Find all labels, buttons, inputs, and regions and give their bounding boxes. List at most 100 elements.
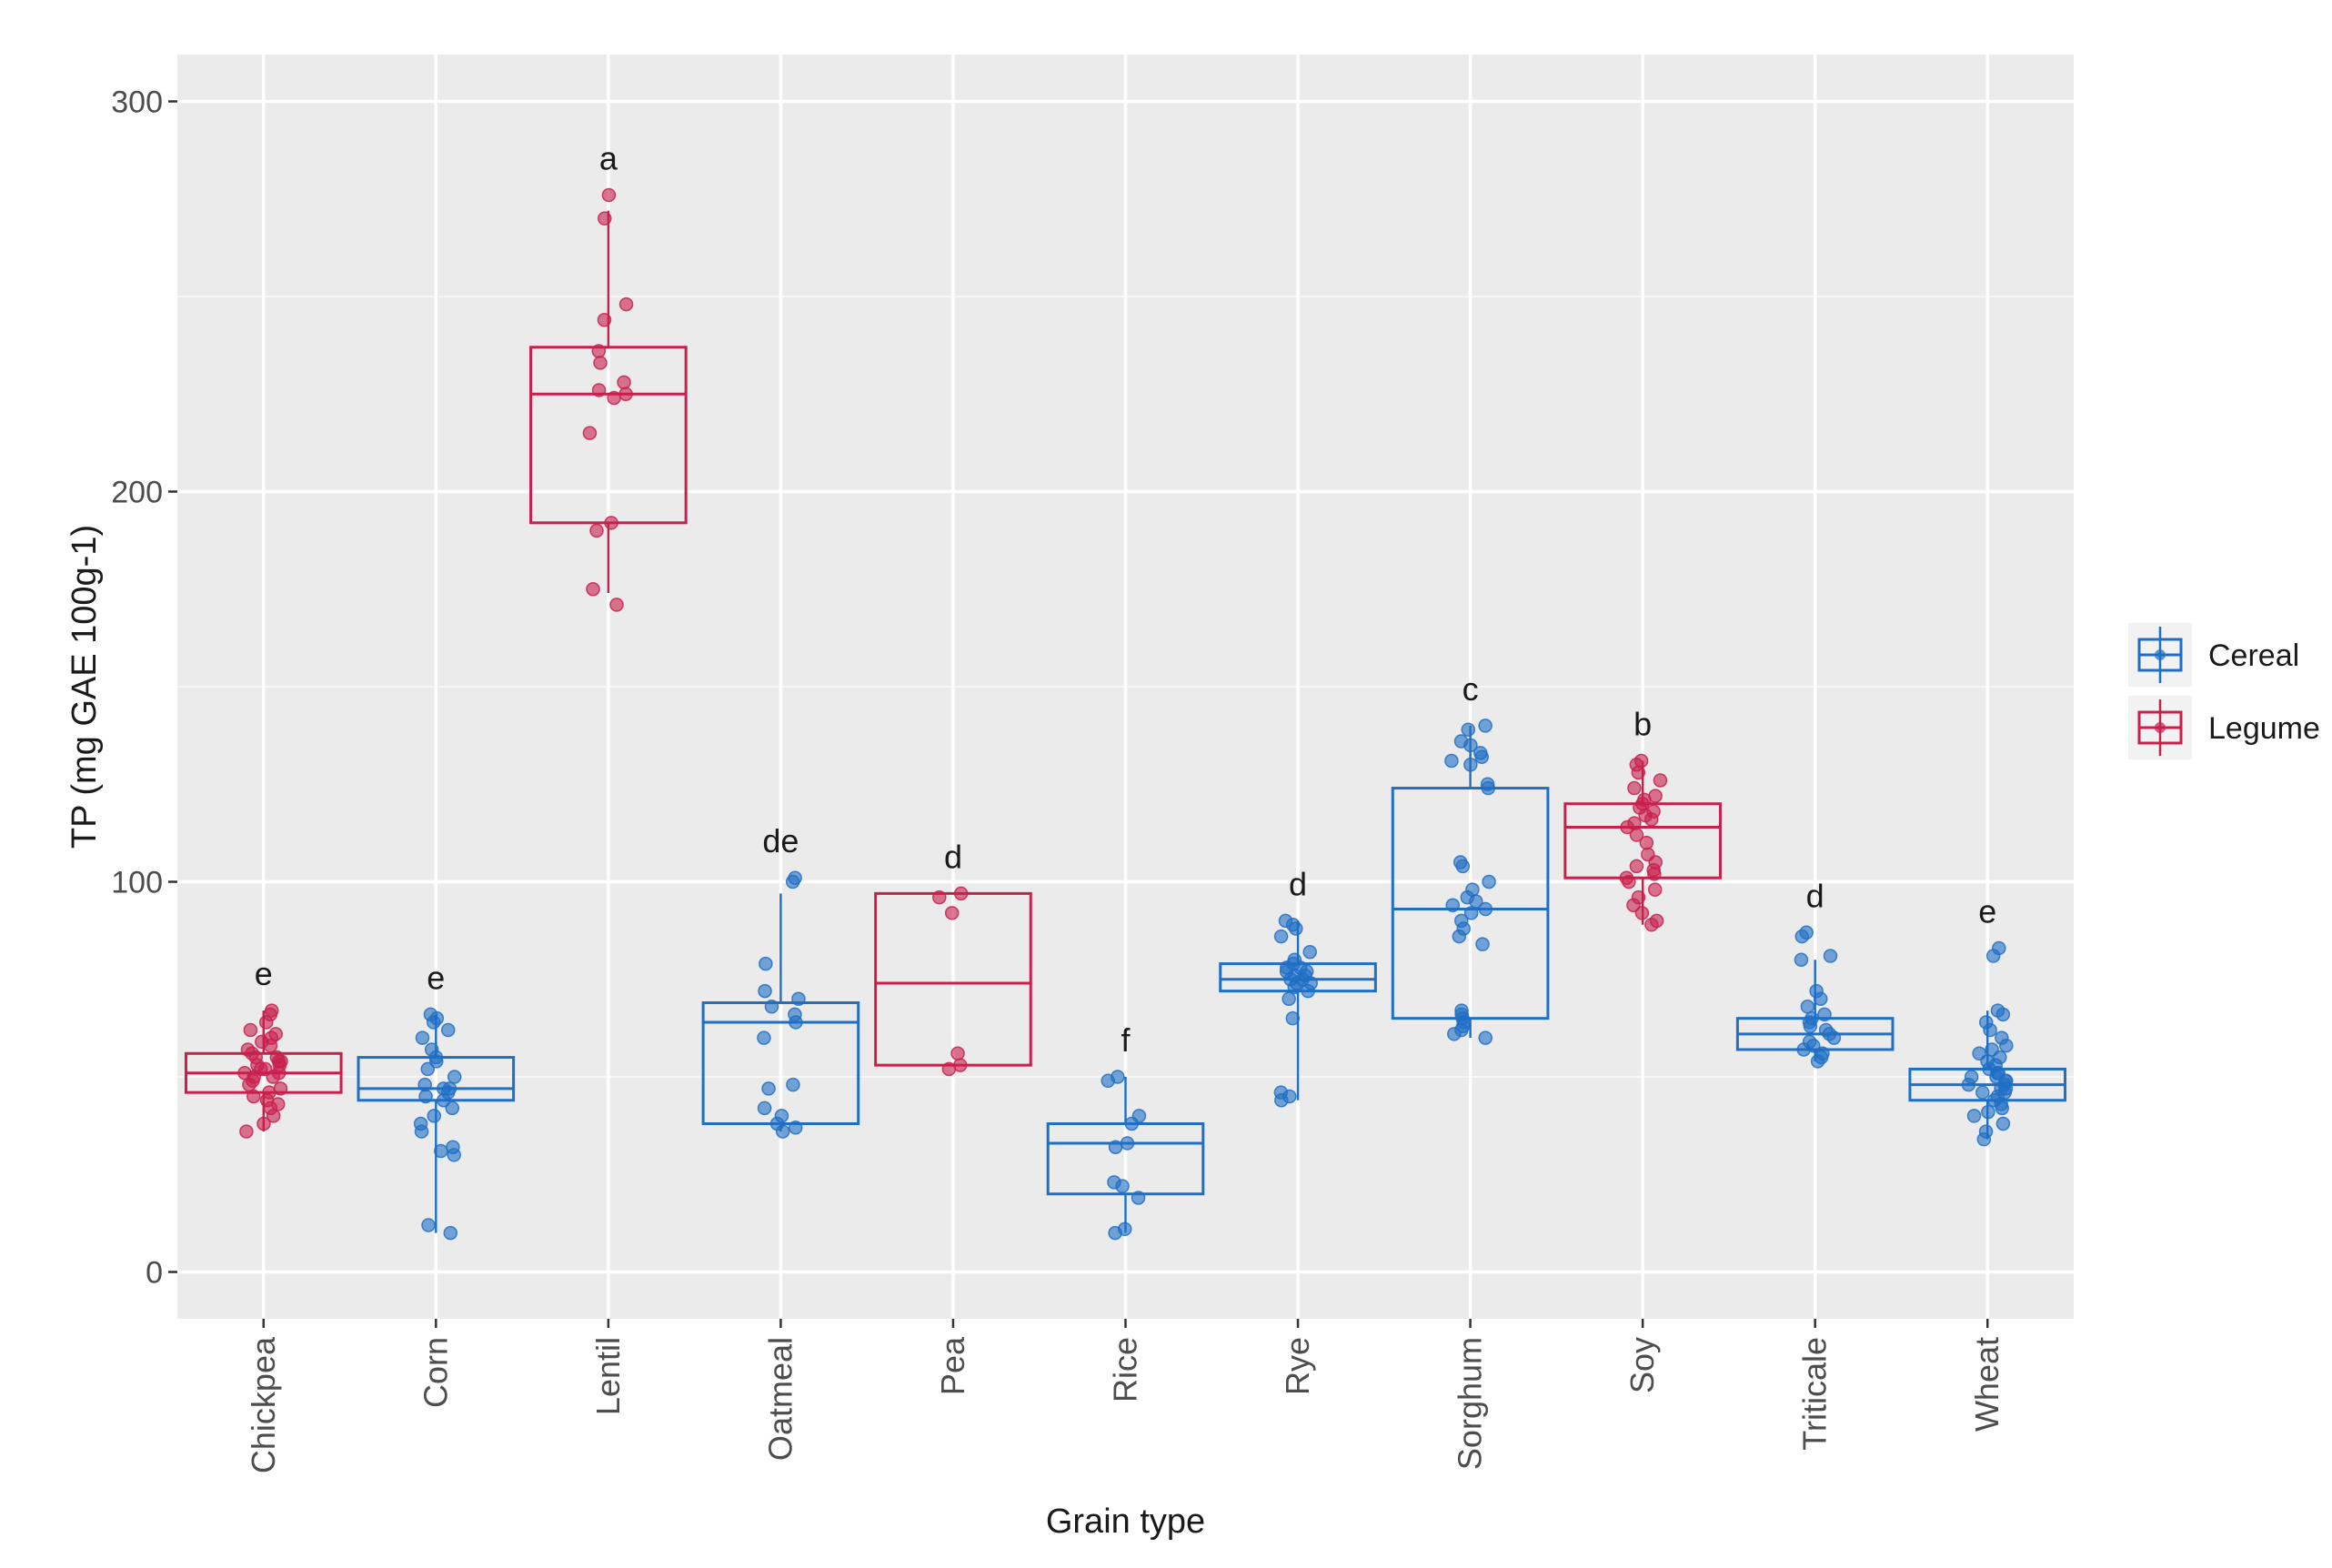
data-point <box>443 1225 458 1241</box>
data-point <box>617 375 631 390</box>
data-point <box>953 1058 968 1072</box>
data-point <box>1975 1085 1990 1100</box>
data-point <box>420 1061 436 1077</box>
data-point <box>1978 1124 1994 1139</box>
data-point <box>1273 929 1289 944</box>
data-point <box>1966 1109 1982 1123</box>
data-point <box>1473 746 1488 760</box>
data-point <box>953 886 969 901</box>
legend-label: Cereal <box>2208 638 2299 673</box>
data-point <box>1641 847 1655 862</box>
data-point <box>1631 890 1646 905</box>
significance-letter: f <box>1121 1021 1131 1059</box>
data-point <box>788 870 802 885</box>
data-point <box>950 1046 965 1061</box>
data-point <box>1131 1191 1146 1205</box>
data-point <box>1995 1030 2009 1045</box>
y-tick-label: 300 <box>111 85 163 119</box>
data-point <box>586 581 600 597</box>
data-point <box>1282 991 1296 1006</box>
data-point <box>1972 1046 1986 1061</box>
data-point <box>446 1140 460 1154</box>
data-point <box>1287 952 1302 968</box>
x-tick-label: Pea <box>934 1336 971 1395</box>
data-point <box>268 1027 283 1041</box>
data-point <box>609 598 624 612</box>
data-point <box>791 991 806 1006</box>
data-point <box>440 1022 456 1038</box>
legend-label: Legume <box>2208 711 2320 746</box>
data-point <box>424 1042 439 1057</box>
y-tick-label: 100 <box>111 866 163 900</box>
data-point <box>239 1124 254 1139</box>
data-point <box>788 1121 803 1135</box>
data-point <box>1273 1085 1289 1100</box>
data-point <box>932 890 947 905</box>
data-point <box>758 983 772 999</box>
data-point <box>1478 1030 1493 1045</box>
data-point <box>1639 835 1654 850</box>
data-point <box>1818 1022 1834 1038</box>
data-point <box>269 1050 285 1065</box>
jitter-points <box>237 187 2014 1241</box>
data-point <box>1627 780 1642 796</box>
grid-lines <box>177 55 2074 1319</box>
data-point <box>1120 1136 1135 1151</box>
data-point <box>759 956 773 971</box>
data-point <box>417 1077 432 1092</box>
data-point <box>1445 898 1460 912</box>
data-point <box>1799 925 1814 940</box>
data-point <box>418 1089 433 1104</box>
x-tick-label: Oatmeal <box>761 1337 799 1461</box>
data-point <box>1118 1221 1132 1237</box>
data-point <box>1802 1034 1817 1050</box>
data-point <box>415 1030 430 1045</box>
data-point <box>618 297 634 312</box>
data-point <box>1478 901 1493 917</box>
data-point <box>1465 882 1480 897</box>
data-point <box>1794 952 1809 968</box>
significance-letter: de <box>762 822 799 859</box>
data-point <box>1990 1003 2005 1018</box>
x-tick-label: Triticale <box>1796 1337 1834 1451</box>
data-point <box>591 383 607 397</box>
data-point <box>240 1042 256 1057</box>
data-point <box>1823 949 1838 963</box>
data-point <box>1463 758 1478 772</box>
data-point <box>447 1070 462 1084</box>
data-point <box>1633 753 1649 769</box>
data-point <box>944 906 960 920</box>
data-point <box>591 344 607 358</box>
axes: 0 100 200 300 Chickpea Corn Lentil Oatmeal Pea Ri… <box>65 85 2005 1541</box>
data-point <box>436 1081 451 1096</box>
data-point <box>1964 1070 1979 1084</box>
legend-key-point <box>2155 649 2166 660</box>
x-tick-label: Rice <box>1107 1337 1144 1402</box>
data-point <box>1981 1104 1995 1120</box>
data-point <box>1278 913 1293 929</box>
data-point <box>1978 1015 1994 1030</box>
significance-letter: d <box>1806 877 1824 914</box>
data-point <box>1453 734 1469 749</box>
data-point <box>761 1081 776 1096</box>
significance-letter: e <box>427 959 445 996</box>
data-point <box>601 187 617 203</box>
data-point <box>264 1003 279 1018</box>
data-point <box>1649 913 1664 929</box>
x-tick-label: Corn <box>417 1337 454 1408</box>
data-point <box>604 516 618 530</box>
data-point <box>237 1065 252 1081</box>
data-point <box>1646 804 1661 819</box>
data-point <box>607 390 621 406</box>
data-point <box>1131 1109 1147 1123</box>
data-point <box>1480 777 1495 792</box>
data-point <box>1647 882 1663 897</box>
data-point <box>243 1022 258 1038</box>
x-tick-label: Rye <box>1279 1337 1316 1395</box>
data-point <box>1815 1046 1830 1061</box>
data-point <box>1285 1010 1301 1026</box>
data-point <box>1108 1140 1123 1154</box>
x-tick-label: Sorghum <box>1452 1337 1489 1470</box>
significance-letter: b <box>1633 706 1652 743</box>
